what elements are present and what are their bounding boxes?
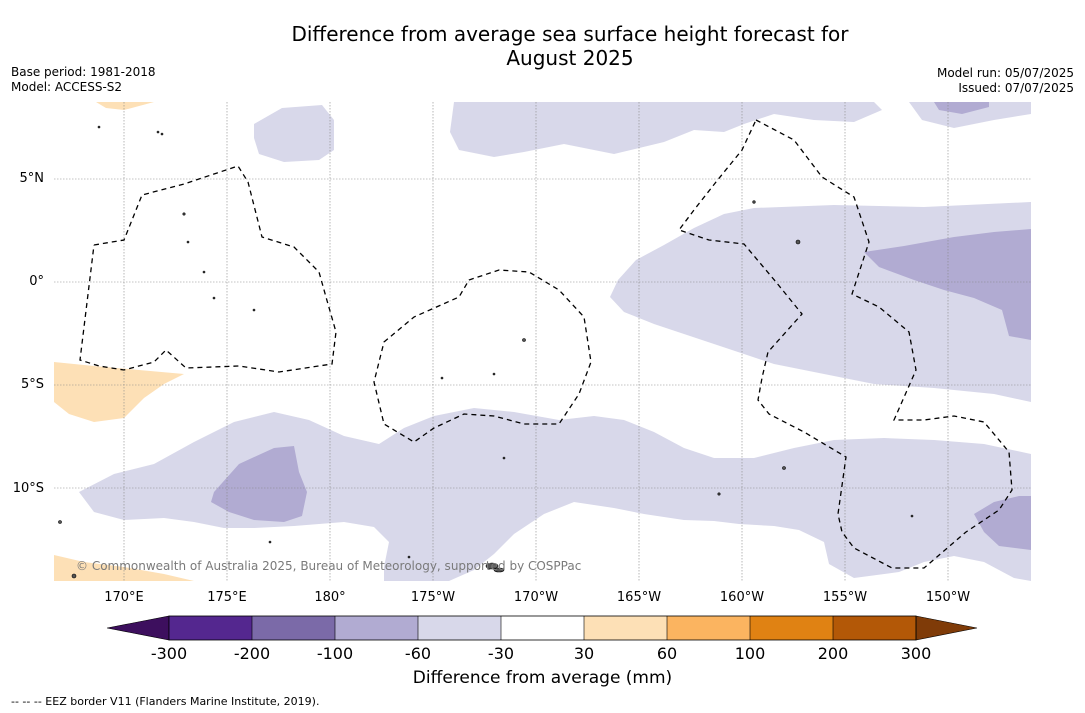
meta-left: Base period: 1981-2018 Model: ACCESS-S2 (11, 65, 156, 95)
lon-label-160w: 160°W (719, 590, 765, 605)
eez-border-west (79, 165, 337, 373)
colorbar-seg-2 (252, 616, 335, 640)
anomaly-region-northwest-orange (96, 102, 154, 110)
eez-border-east (677, 119, 1013, 569)
lon-label-165w: 165°W (616, 590, 662, 605)
colorbar-label-5: -30 (487, 644, 515, 663)
eez-border-central (373, 269, 592, 443)
anomaly-region-north-small (254, 105, 334, 162)
colorbar-low-extend (107, 615, 170, 641)
issued-date: Issued: 07/07/2025 (958, 81, 1074, 95)
colorbar-label-4: -60 (404, 644, 432, 663)
colorbar-title: Difference from average (mm) (412, 668, 673, 688)
title-line-2: August 2025 (506, 46, 634, 70)
colorbar-label-6: 30 (573, 644, 595, 663)
page-title: Difference from average sea surface heig… (0, 22, 1085, 70)
colorbar-label-7: 60 (656, 644, 678, 663)
colorbar-label-1: -300 (150, 644, 188, 663)
lat-label-10s: 10°S (12, 481, 44, 496)
colorbar-high-extend (915, 615, 978, 641)
colorbar-label-9: 200 (817, 644, 849, 663)
eez-legend-note: -- -- -- EEZ border V11 (Flanders Marine… (11, 695, 320, 708)
colorbar-label-10: 300 (900, 644, 932, 663)
eez-borders (79, 119, 1013, 569)
base-period: Base period: 1981-2018 (11, 65, 156, 79)
anomaly-region-north-band (450, 102, 882, 157)
colorbar-label-8: 100 (734, 644, 766, 663)
model-run: Model run: 05/07/2025 (936, 66, 1074, 80)
meta-right: Model run: 05/07/2025 Issued: 07/07/2025 (937, 66, 1074, 96)
copyright-notice: © Commonwealth of Australia 2025, Bureau… (76, 559, 582, 573)
anomaly-region-southwest-core (211, 446, 307, 522)
anomaly-region-south-band (79, 408, 1031, 581)
title-line-1: Difference from average sea surface heig… (291, 22, 849, 46)
colorbar-seg-4 (418, 616, 501, 640)
colorbar-seg-8 (750, 616, 833, 640)
lon-label-180: 180° (314, 590, 346, 605)
colorbar-seg-1 (169, 616, 252, 640)
lat-label-5n: 5°N (19, 171, 45, 186)
lat-label-5s: 5°S (20, 377, 44, 392)
lat-label-0: 0° (29, 274, 44, 289)
lon-label-170w: 170°W (513, 590, 559, 605)
colorbar-label-3: -100 (316, 644, 354, 663)
colorbar-seg-5 (501, 616, 584, 640)
sea-height-map (54, 102, 1031, 581)
anomaly-region-southeast-core (974, 496, 1031, 550)
anomaly-region-east-core (864, 229, 1031, 340)
anomaly-region-west-orange (54, 362, 184, 422)
anomaly-mid-purple (211, 102, 1031, 550)
colorbar-seg-3 (335, 616, 418, 640)
colorbar-seg-6 (584, 616, 667, 640)
lon-label-150w: 150°W (925, 590, 971, 605)
lon-label-175w: 175°W (410, 590, 456, 605)
lon-label-170e: 170°E (104, 590, 144, 605)
colorbar (107, 615, 978, 641)
lon-label-175e: 175°E (207, 590, 247, 605)
colorbar-seg-9 (833, 616, 916, 640)
lon-label-155w: 155°W (822, 590, 868, 605)
model-name: Model: ACCESS-S2 (11, 80, 123, 94)
colorbar-label-2: -200 (233, 644, 271, 663)
islands (58, 125, 914, 579)
colorbar-seg-7 (667, 616, 750, 640)
gridlines (54, 102, 1031, 581)
